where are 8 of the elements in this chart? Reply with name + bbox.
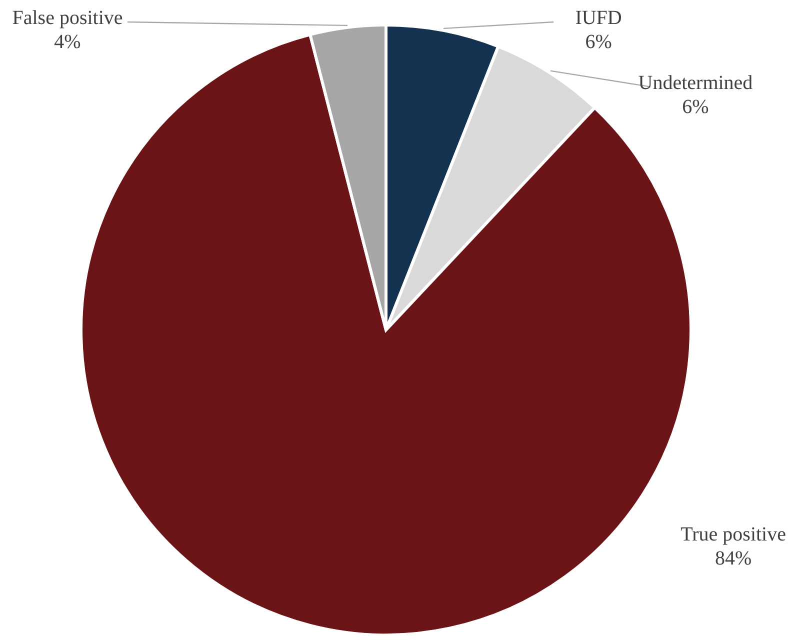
data-label: 6% bbox=[682, 96, 709, 118]
data-label: 4% bbox=[54, 31, 81, 53]
data-label: 6% bbox=[585, 31, 612, 53]
slice-label: False positive bbox=[12, 7, 123, 29]
slice-label: Undetermined bbox=[638, 72, 753, 94]
data-label: 84% bbox=[714, 548, 752, 570]
slice-label: True positive bbox=[680, 524, 786, 546]
slice-label: IUFD bbox=[575, 7, 622, 29]
